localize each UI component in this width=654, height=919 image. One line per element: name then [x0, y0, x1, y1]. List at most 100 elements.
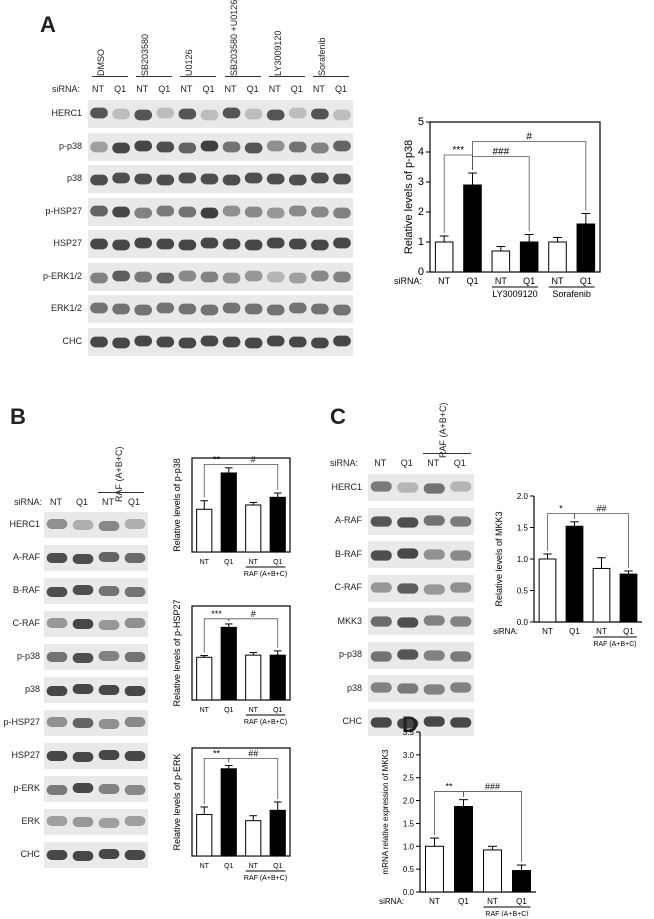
blot-herc1	[44, 512, 148, 538]
significance-label: #	[251, 454, 256, 464]
blot-p-p38	[368, 641, 474, 669]
chart-d-mkk3-mrna: 0.0 0.5 1.0 1.5 2.0 2.5 3.0 3.5 mRNA relative ex…	[379, 728, 536, 916]
category-label: Q1	[224, 707, 233, 714]
treatment-underline	[224, 76, 261, 77]
blot-herc1	[368, 474, 474, 501]
treatment-label-sb203580: SB203580	[140, 33, 151, 76]
group-label: RAF (A+B+C)	[593, 641, 636, 648]
blot-label-p38: p38	[24, 684, 40, 694]
sirna-label: siRNA:	[379, 897, 404, 906]
category-label: NT	[249, 559, 259, 566]
blot-c-raf	[368, 574, 474, 602]
y-tick-label: 3.5	[403, 728, 415, 737]
y-axis-label: mRNA relative expression of MKK3	[381, 749, 390, 874]
significance-bracket	[574, 513, 629, 568]
bar-1	[538, 558, 557, 623]
treatment-underline	[312, 76, 349, 77]
group-label: LY3009120	[492, 289, 537, 299]
blot-c-raf	[44, 611, 148, 637]
lane-label: Q1	[400, 458, 413, 468]
y-axis-label: Relative levels of p-HSP27	[172, 599, 182, 706]
panel-letter-d: D	[402, 712, 418, 737]
blot-label-erk1-2: ERK1/2	[50, 303, 82, 313]
blot-b-raf	[368, 541, 474, 568]
blot-a-raf	[368, 507, 474, 535]
significance-label: ###	[492, 147, 509, 158]
lane-label: NT	[224, 84, 237, 94]
y-tick-label: 0	[418, 266, 424, 278]
blot-erk1-2	[88, 295, 353, 323]
bar-3	[245, 654, 262, 701]
blot-chc	[368, 708, 474, 736]
category-label: Q1	[273, 559, 282, 566]
bar-4	[619, 573, 638, 623]
y-tick-label: 3	[418, 176, 424, 188]
blot-label-c-raf: C-RAF	[334, 582, 363, 592]
blot-mkk3	[368, 608, 474, 635]
bar-3	[491, 250, 511, 273]
lane-label: Q1	[453, 458, 466, 468]
lane-label: NT	[374, 458, 387, 468]
blot-p-hsp27	[44, 710, 148, 736]
lane-label: Q1	[114, 84, 127, 94]
significance-label: #	[251, 609, 256, 619]
blot-a-raf	[44, 545, 148, 571]
blot-label-p38: p38	[346, 682, 362, 693]
y-tick-label: 1.5	[403, 819, 415, 828]
lane-label: Q1	[76, 497, 89, 507]
y-tick-label: 3.0	[403, 751, 415, 760]
lane-label: NT	[180, 84, 193, 94]
category-label: NT	[249, 707, 259, 714]
blot-label-chc: CHC	[20, 849, 41, 859]
blot-label-p-erk1-2: p-ERK1/2	[42, 270, 82, 281]
category-label: Q1	[273, 863, 282, 870]
blot-label-chc: CHC	[342, 716, 363, 726]
category-label: Q1	[569, 627, 580, 636]
significance-bracket	[463, 791, 522, 863]
category-label: NT	[438, 276, 450, 286]
bar-3	[592, 567, 611, 623]
blot-label-p-p38: p-p38	[338, 649, 362, 659]
treatment-underline	[180, 76, 217, 77]
blot-chc	[88, 327, 353, 356]
bar-1	[196, 656, 213, 701]
bar-4	[269, 809, 286, 857]
blot-label-p-erk: p-ERK	[13, 783, 40, 793]
blot-label-p-p38: p-p38	[58, 140, 82, 151]
bar-6	[576, 223, 596, 273]
bar-2	[454, 806, 473, 893]
bar-2	[565, 525, 584, 623]
treatment-underline	[136, 76, 173, 77]
treatment-underline	[92, 76, 129, 77]
category-label: Q1	[273, 707, 282, 714]
blot-p-p38	[44, 644, 148, 670]
significance-label: **	[213, 748, 221, 758]
category-label: Q1	[458, 897, 469, 906]
chart-b-phsp27: Relative levels of p-HSP27NTQ1NTQ1siRNA:…	[158, 599, 291, 726]
treatment-underline	[268, 76, 305, 77]
bar-2	[463, 184, 482, 273]
blot-label-chc: CHC	[62, 335, 83, 346]
category-label: NT	[429, 897, 440, 906]
panel-letter-b: B	[10, 404, 26, 429]
y-tick-label: 1.0	[517, 555, 529, 564]
blot-p38	[368, 675, 474, 702]
category-label: NT	[596, 627, 607, 636]
lane-label: NT	[102, 497, 114, 507]
category-label: NT	[542, 627, 553, 636]
category-label: NT	[495, 276, 507, 286]
lane-label: Q1	[128, 497, 141, 507]
bar-3	[245, 504, 262, 553]
y-tick-label: 0.0	[517, 618, 529, 627]
significance-label: ##	[596, 504, 606, 514]
treatment-underline	[98, 492, 144, 493]
chart-c-mkk3: 0.0 0.5 1.0 1.5 2.0 Relative levels of MKK3 NT…	[493, 492, 642, 648]
sirna-label: siRNA:	[394, 276, 422, 286]
significance-label: ***	[452, 145, 464, 156]
lane-label: Q1	[202, 84, 215, 94]
y-tick-label: 1.5	[517, 524, 529, 533]
category-label: NT	[200, 863, 210, 870]
chart-b-perk: Relative levels of p-ERKNTQ1NTQ1siRNA:RA…	[158, 747, 291, 882]
lane-label: NT	[136, 84, 149, 94]
